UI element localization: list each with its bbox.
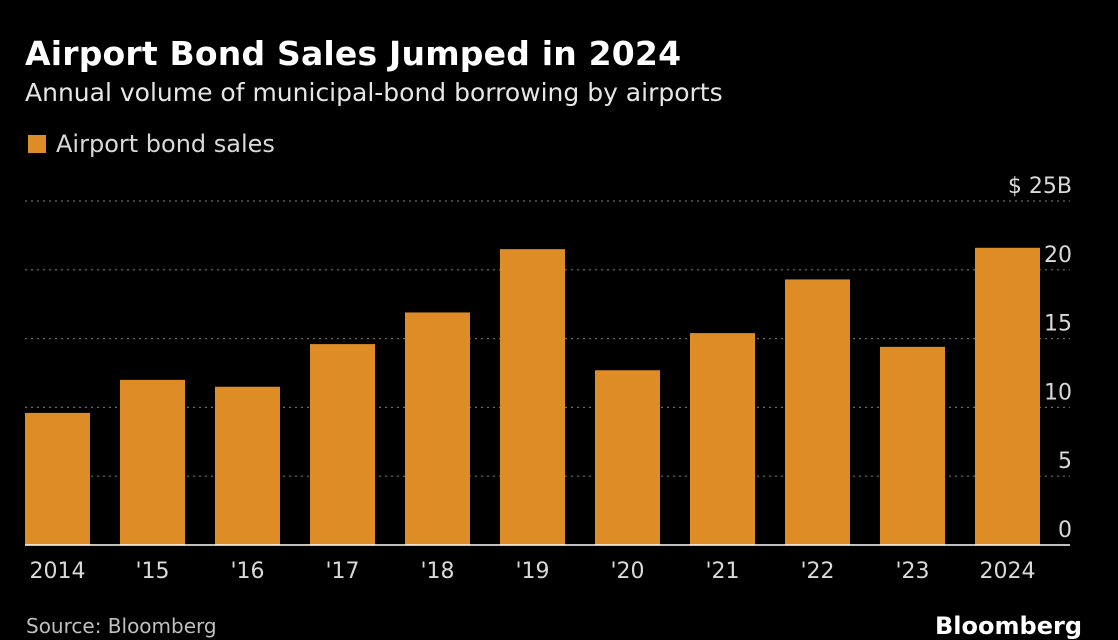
x-tick-label: '16 bbox=[230, 559, 264, 584]
y-tick-label: 10 bbox=[1044, 380, 1072, 405]
bar bbox=[120, 379, 185, 545]
bar bbox=[690, 333, 755, 545]
y-tick-label: 20 bbox=[1044, 243, 1072, 268]
bar bbox=[975, 247, 1040, 545]
x-tick-label: '23 bbox=[895, 559, 929, 584]
x-tick-label: '20 bbox=[610, 559, 644, 584]
y-tick-label: 15 bbox=[1044, 312, 1072, 337]
legend: Airport bond sales bbox=[28, 130, 275, 158]
y-tick-label: $ 25B bbox=[1008, 174, 1072, 199]
y-tick-label: 0 bbox=[1058, 518, 1072, 543]
legend-swatch bbox=[28, 135, 46, 153]
x-tick-label: '22 bbox=[800, 559, 834, 584]
chart-subtitle: Annual volume of municipal-bond borrowin… bbox=[25, 78, 723, 107]
brand-logo: Bloomberg bbox=[935, 612, 1082, 640]
y-tick-label: 5 bbox=[1058, 449, 1072, 474]
x-tick-label: 2024 bbox=[980, 559, 1036, 584]
legend-label: Airport bond sales bbox=[56, 130, 275, 158]
bar bbox=[215, 386, 280, 545]
source-note: Source: Bloomberg bbox=[26, 614, 217, 638]
bar bbox=[310, 344, 375, 545]
x-tick-label: '19 bbox=[515, 559, 549, 584]
x-tick-label: '21 bbox=[705, 559, 739, 584]
bars bbox=[25, 247, 1040, 545]
x-tick-label: '17 bbox=[325, 559, 359, 584]
bar bbox=[405, 312, 470, 545]
x-tick-label: '15 bbox=[135, 559, 169, 584]
bar bbox=[595, 370, 660, 545]
bar bbox=[880, 346, 945, 545]
x-tick-label: '18 bbox=[420, 559, 454, 584]
chart-title: Airport Bond Sales Jumped in 2024 bbox=[25, 34, 682, 73]
x-tick-labels: 2014 '15 '16 '17 '18 '19 '20 '21 '22 '23 2024 bbox=[30, 559, 1036, 584]
x-tick-label: 2014 bbox=[30, 559, 86, 584]
bar bbox=[785, 279, 850, 545]
bar bbox=[500, 249, 565, 545]
y-tick-labels: 0 5 10 15 20 $ 25B bbox=[1008, 174, 1072, 543]
bar bbox=[25, 412, 90, 545]
